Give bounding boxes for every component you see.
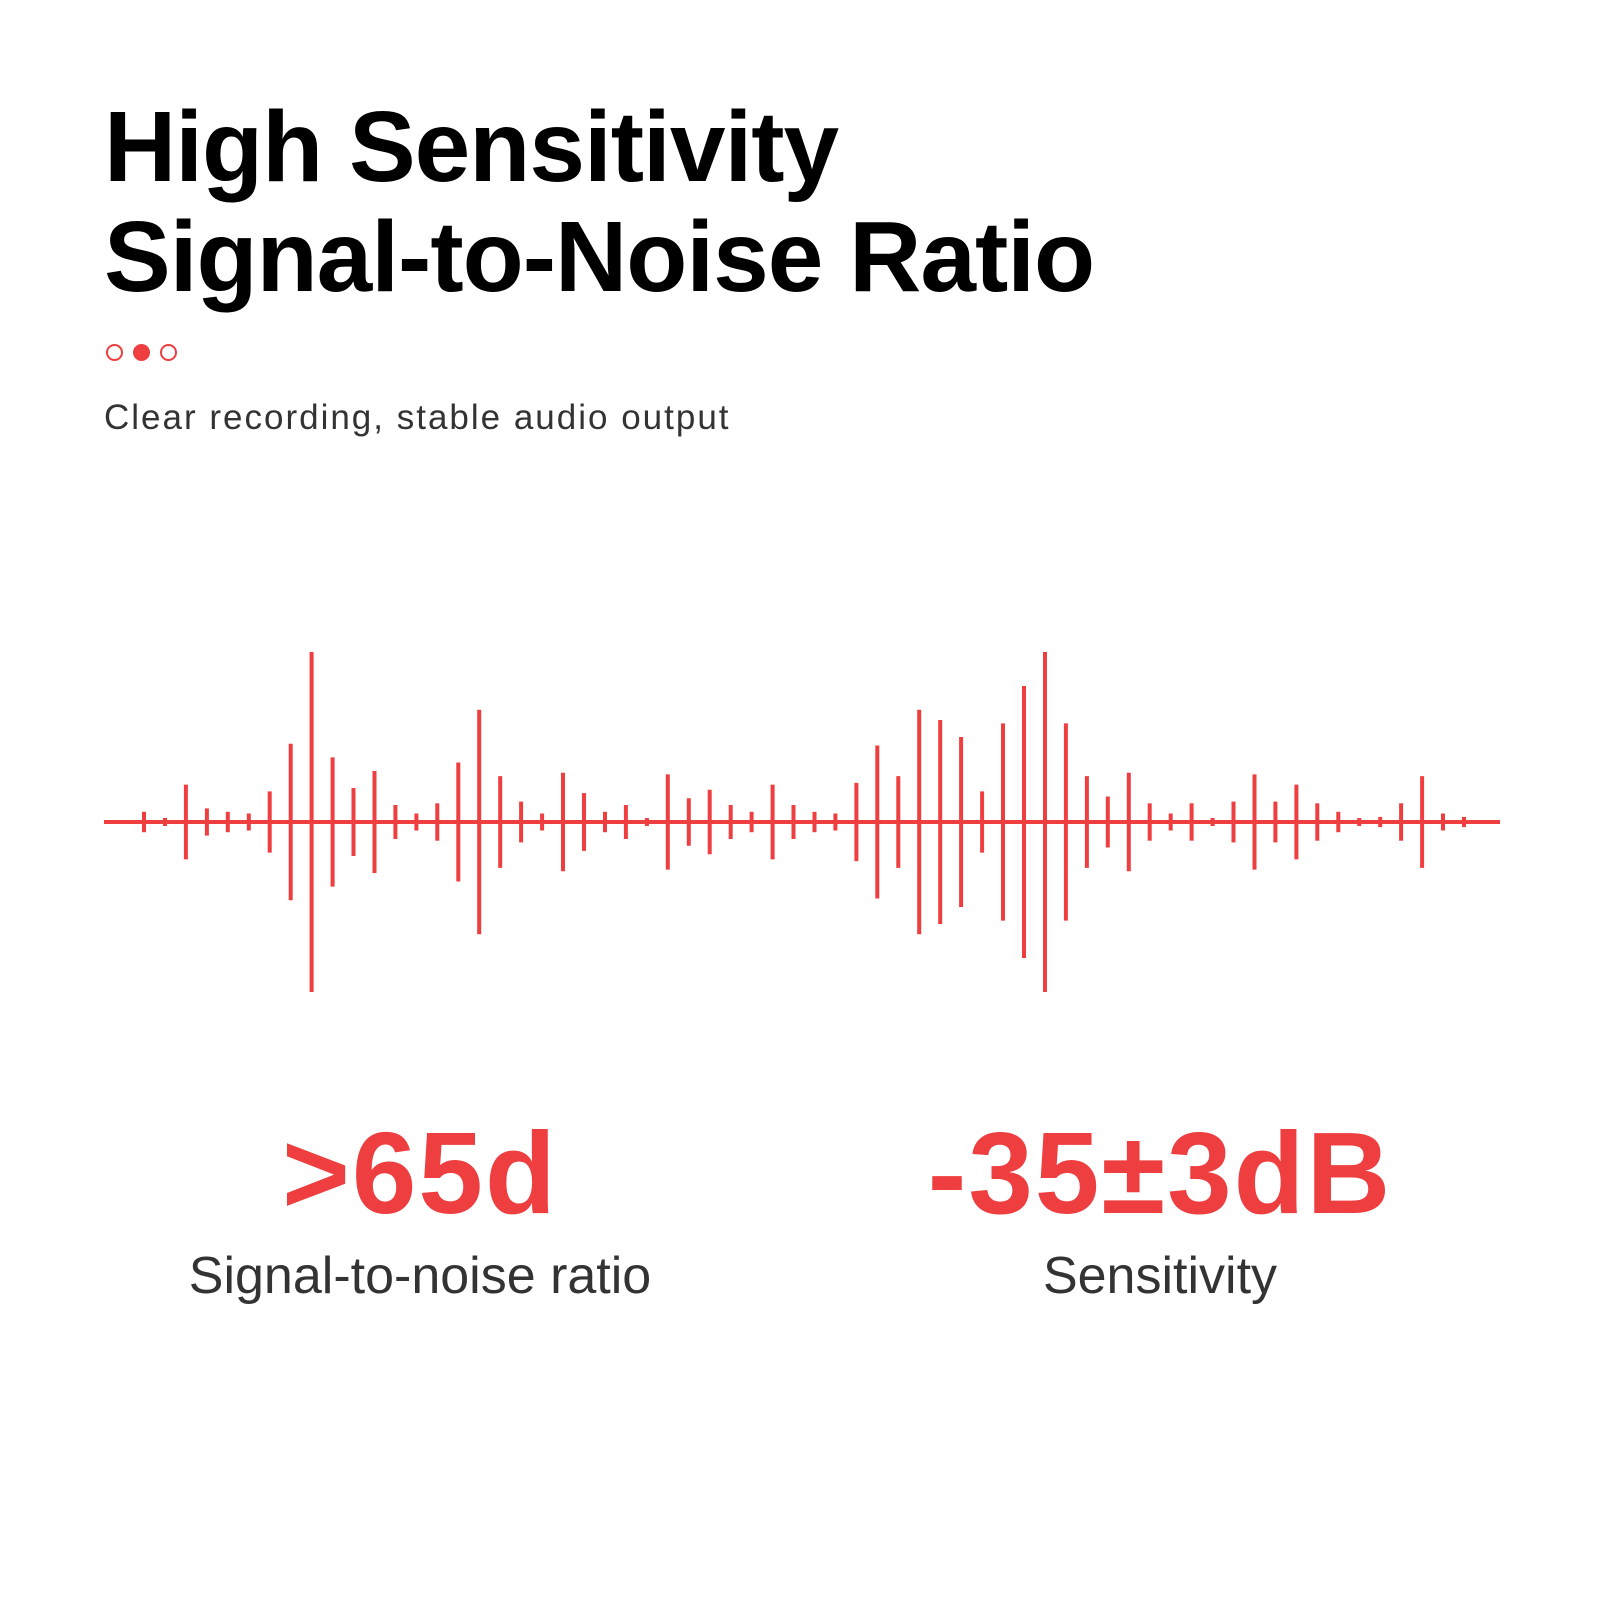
pager-dot-active[interactable]	[133, 343, 150, 361]
title-line-1: High Sensitivity	[104, 91, 839, 203]
pager-dot[interactable]	[160, 343, 177, 361]
subtitle: Clear recording, stable audio output	[104, 398, 731, 437]
sound-wave-icon	[104, 652, 1500, 992]
sensitivity-value: -35±3dB	[927, 1108, 1393, 1238]
page-title: High Sensitivity Signal-to-Noise Ratio	[104, 91, 1095, 313]
pager-dot[interactable]	[106, 343, 123, 361]
stat-sensitivity: -35±3dB Sensitivity	[860, 1108, 1460, 1306]
title-line-2: Signal-to-Noise Ratio	[104, 201, 1095, 313]
sensitivity-label: Sensitivity	[1042, 1247, 1278, 1305]
wave-bars	[142, 652, 1466, 992]
stat-snr: >65d Signal-to-noise ratio	[130, 1108, 710, 1306]
snr-label: Signal-to-noise ratio	[188, 1247, 652, 1305]
snr-value: >65d	[282, 1108, 558, 1238]
pager-dots	[106, 341, 177, 363]
